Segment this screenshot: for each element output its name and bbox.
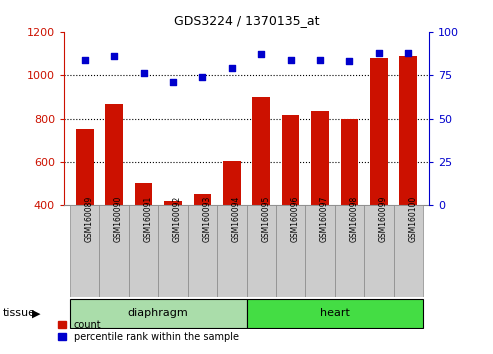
Bar: [335, 205, 364, 297]
Bar: [158, 205, 188, 297]
Bar: [341, 119, 358, 205]
Text: tissue: tissue: [2, 308, 35, 318]
Point: [316, 57, 324, 62]
Bar: [76, 130, 94, 205]
Text: GSM160094: GSM160094: [232, 196, 241, 242]
Text: GSM160092: GSM160092: [173, 196, 182, 242]
Bar: [399, 56, 417, 205]
Bar: [70, 299, 246, 328]
Text: GSM160095: GSM160095: [261, 196, 270, 242]
Bar: [305, 205, 335, 297]
Bar: [252, 97, 270, 205]
Bar: [311, 111, 329, 205]
Bar: [100, 205, 129, 297]
Text: heart: heart: [320, 308, 350, 318]
Bar: [276, 205, 305, 297]
Bar: [70, 205, 100, 297]
Point: [257, 52, 265, 57]
Bar: [282, 115, 299, 205]
Text: diaphragm: diaphragm: [128, 308, 189, 318]
Text: GSM160093: GSM160093: [202, 196, 211, 242]
Text: GSM160090: GSM160090: [114, 196, 123, 242]
Point: [198, 74, 206, 80]
Text: GSM160098: GSM160098: [350, 196, 358, 242]
Bar: [364, 205, 393, 297]
Bar: [194, 194, 211, 205]
Point: [404, 50, 412, 56]
Point: [81, 57, 89, 62]
Point: [346, 58, 353, 64]
Legend: count, percentile rank within the sample: count, percentile rank within the sample: [54, 316, 243, 346]
Text: GSM160091: GSM160091: [143, 196, 152, 242]
Text: GSM160089: GSM160089: [85, 196, 94, 242]
Text: GSM160100: GSM160100: [408, 196, 417, 242]
Text: GDS3224 / 1370135_at: GDS3224 / 1370135_at: [174, 14, 319, 27]
Point: [375, 50, 383, 56]
Point: [287, 57, 295, 62]
Bar: [246, 299, 423, 328]
Bar: [217, 205, 246, 297]
Bar: [129, 205, 158, 297]
Bar: [370, 58, 387, 205]
Text: GSM160099: GSM160099: [379, 196, 388, 242]
Text: GSM160096: GSM160096: [291, 196, 300, 242]
Bar: [393, 205, 423, 297]
Bar: [135, 183, 152, 205]
Bar: [246, 205, 276, 297]
Point: [110, 53, 118, 59]
Bar: [106, 104, 123, 205]
Point: [169, 79, 177, 85]
Text: GSM160097: GSM160097: [320, 196, 329, 242]
Bar: [188, 205, 217, 297]
Bar: [223, 161, 241, 205]
Point: [228, 65, 236, 71]
Bar: [164, 201, 182, 205]
Point: [140, 71, 147, 76]
Text: ▶: ▶: [32, 308, 40, 318]
